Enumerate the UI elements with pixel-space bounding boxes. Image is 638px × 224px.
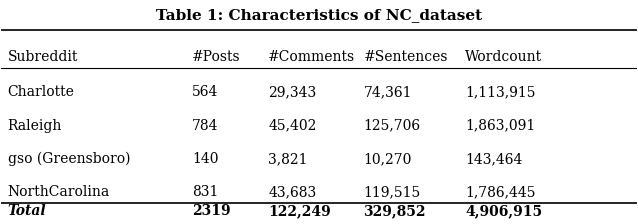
Text: Raleigh: Raleigh [8,119,62,133]
Text: 329,852: 329,852 [364,204,426,218]
Text: Wordcount: Wordcount [465,50,542,64]
Text: 1,786,445: 1,786,445 [465,185,536,199]
Text: 125,706: 125,706 [364,119,420,133]
Text: Subreddit: Subreddit [8,50,78,64]
Text: Table 1: Characteristics of NC_dataset: Table 1: Characteristics of NC_dataset [156,8,482,22]
Text: 119,515: 119,515 [364,185,420,199]
Text: 831: 831 [192,185,218,199]
Text: 4,906,915: 4,906,915 [465,204,542,218]
Text: 2319: 2319 [192,204,230,218]
Text: 29,343: 29,343 [268,85,316,99]
Text: 784: 784 [192,119,218,133]
Text: 43,683: 43,683 [268,185,316,199]
Text: #Posts: #Posts [192,50,241,64]
Text: 143,464: 143,464 [465,152,523,166]
Text: 122,249: 122,249 [268,204,331,218]
Text: NorthCarolina: NorthCarolina [8,185,110,199]
Text: Charlotte: Charlotte [8,85,75,99]
Text: 45,402: 45,402 [268,119,316,133]
Text: 74,361: 74,361 [364,85,412,99]
Text: 3,821: 3,821 [268,152,308,166]
Text: gso (Greensboro): gso (Greensboro) [8,152,130,166]
Text: 1,113,915: 1,113,915 [465,85,536,99]
Text: 10,270: 10,270 [364,152,412,166]
Text: #Comments: #Comments [268,50,355,64]
Text: 564: 564 [192,85,218,99]
Text: Total: Total [8,204,47,218]
Text: #Sentences: #Sentences [364,50,448,64]
Text: 140: 140 [192,152,218,166]
Text: 1,863,091: 1,863,091 [465,119,535,133]
